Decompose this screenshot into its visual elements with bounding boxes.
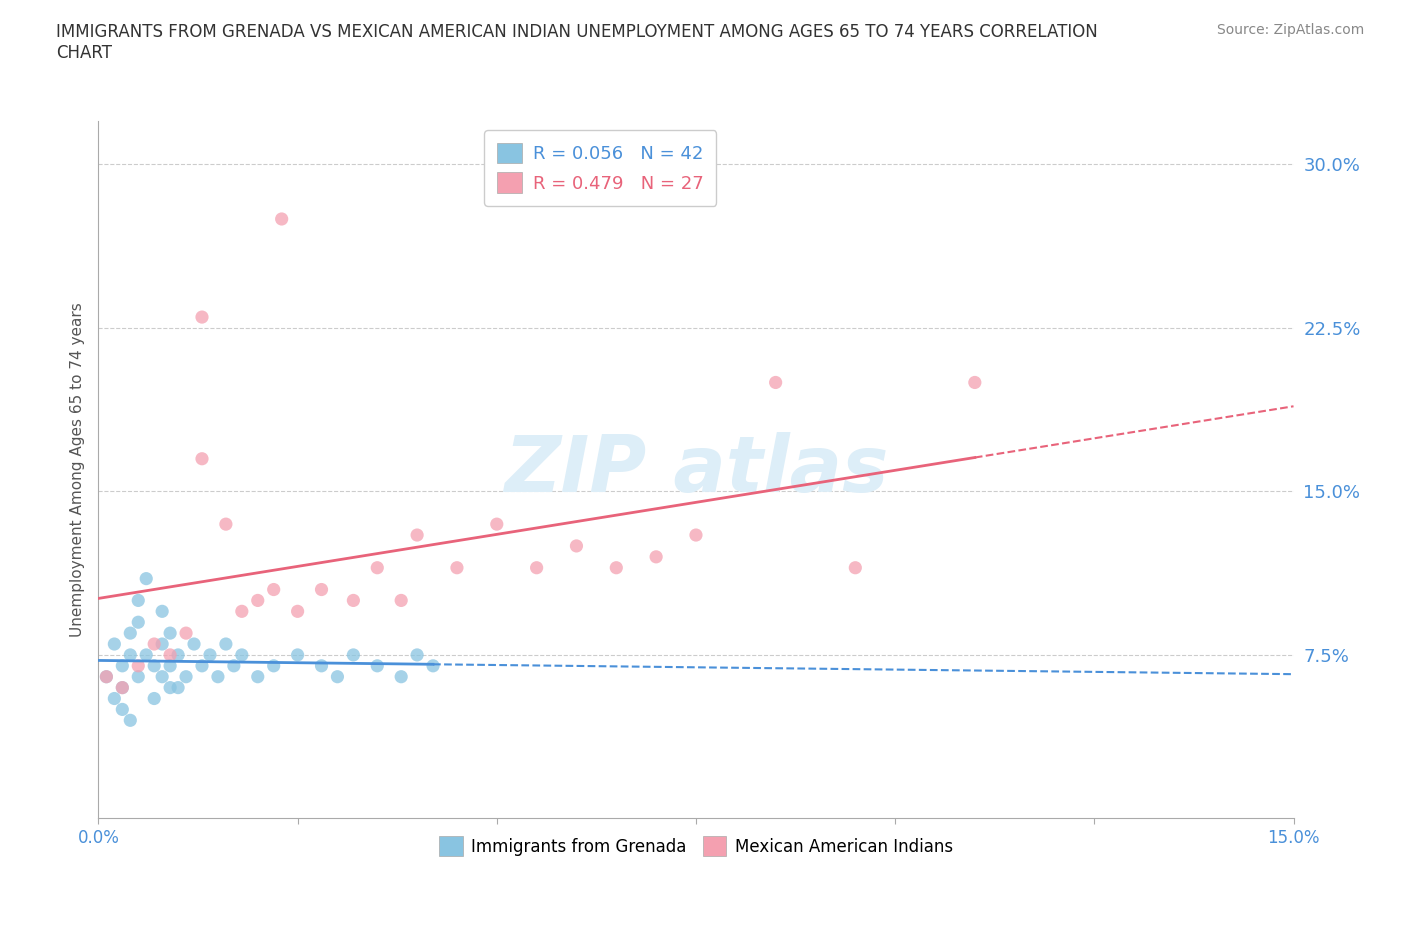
Point — [526, 560, 548, 575]
Y-axis label: Unemployment Among Ages 65 to 74 years: Unemployment Among Ages 65 to 74 years — [69, 302, 84, 637]
Point — [263, 658, 285, 673]
Point — [389, 593, 412, 608]
Point — [311, 658, 333, 673]
Point — [143, 691, 166, 706]
Point — [159, 626, 181, 641]
Text: ZIP atlas: ZIP atlas — [503, 432, 889, 508]
Point — [191, 658, 214, 673]
Point — [222, 658, 245, 673]
Point — [215, 637, 238, 652]
Point — [366, 560, 388, 575]
Point — [406, 527, 429, 542]
Point — [127, 615, 149, 630]
Point — [605, 560, 627, 575]
Point — [311, 582, 333, 597]
Point — [246, 670, 269, 684]
Point — [765, 375, 787, 390]
Point — [111, 658, 134, 673]
Point — [127, 670, 149, 684]
Point — [645, 550, 668, 565]
Point — [422, 658, 444, 673]
Point — [326, 670, 349, 684]
Point — [143, 658, 166, 673]
Point — [485, 517, 508, 532]
Point — [96, 670, 118, 684]
Point — [342, 647, 364, 662]
Point — [844, 560, 866, 575]
Point — [120, 713, 142, 728]
Point — [167, 680, 190, 695]
Point — [150, 604, 173, 618]
Point — [174, 626, 197, 641]
Point — [150, 670, 173, 684]
Point — [143, 637, 166, 652]
Point — [191, 451, 214, 466]
Point — [263, 582, 285, 597]
Point — [685, 527, 707, 542]
Point — [191, 310, 214, 325]
Point — [389, 670, 412, 684]
Point — [120, 647, 142, 662]
Point — [198, 647, 221, 662]
Point — [111, 702, 134, 717]
Point — [150, 637, 173, 652]
Point — [127, 658, 149, 673]
Point — [342, 593, 364, 608]
Point — [287, 604, 309, 618]
Point — [135, 647, 157, 662]
Text: IMMIGRANTS FROM GRENADA VS MEXICAN AMERICAN INDIAN UNEMPLOYMENT AMONG AGES 65 TO: IMMIGRANTS FROM GRENADA VS MEXICAN AMERI… — [56, 23, 1098, 62]
Point — [565, 538, 588, 553]
Point — [159, 658, 181, 673]
Point — [103, 691, 125, 706]
Point — [406, 647, 429, 662]
Point — [111, 680, 134, 695]
Point — [127, 593, 149, 608]
Point — [120, 626, 142, 641]
Point — [215, 517, 238, 532]
Point — [246, 593, 269, 608]
Point — [159, 680, 181, 695]
Point — [167, 647, 190, 662]
Legend: Immigrants from Grenada, Mexican American Indians: Immigrants from Grenada, Mexican America… — [433, 830, 959, 862]
Point — [159, 647, 181, 662]
Point — [963, 375, 986, 390]
Point — [135, 571, 157, 586]
Point — [231, 647, 253, 662]
Point — [366, 658, 388, 673]
Point — [287, 647, 309, 662]
Point — [270, 211, 292, 226]
Point — [231, 604, 253, 618]
Point — [183, 637, 205, 652]
Point — [103, 637, 125, 652]
Point — [174, 670, 197, 684]
Point — [96, 670, 118, 684]
Point — [446, 560, 468, 575]
Point — [111, 680, 134, 695]
Point — [207, 670, 229, 684]
Text: Source: ZipAtlas.com: Source: ZipAtlas.com — [1216, 23, 1364, 37]
